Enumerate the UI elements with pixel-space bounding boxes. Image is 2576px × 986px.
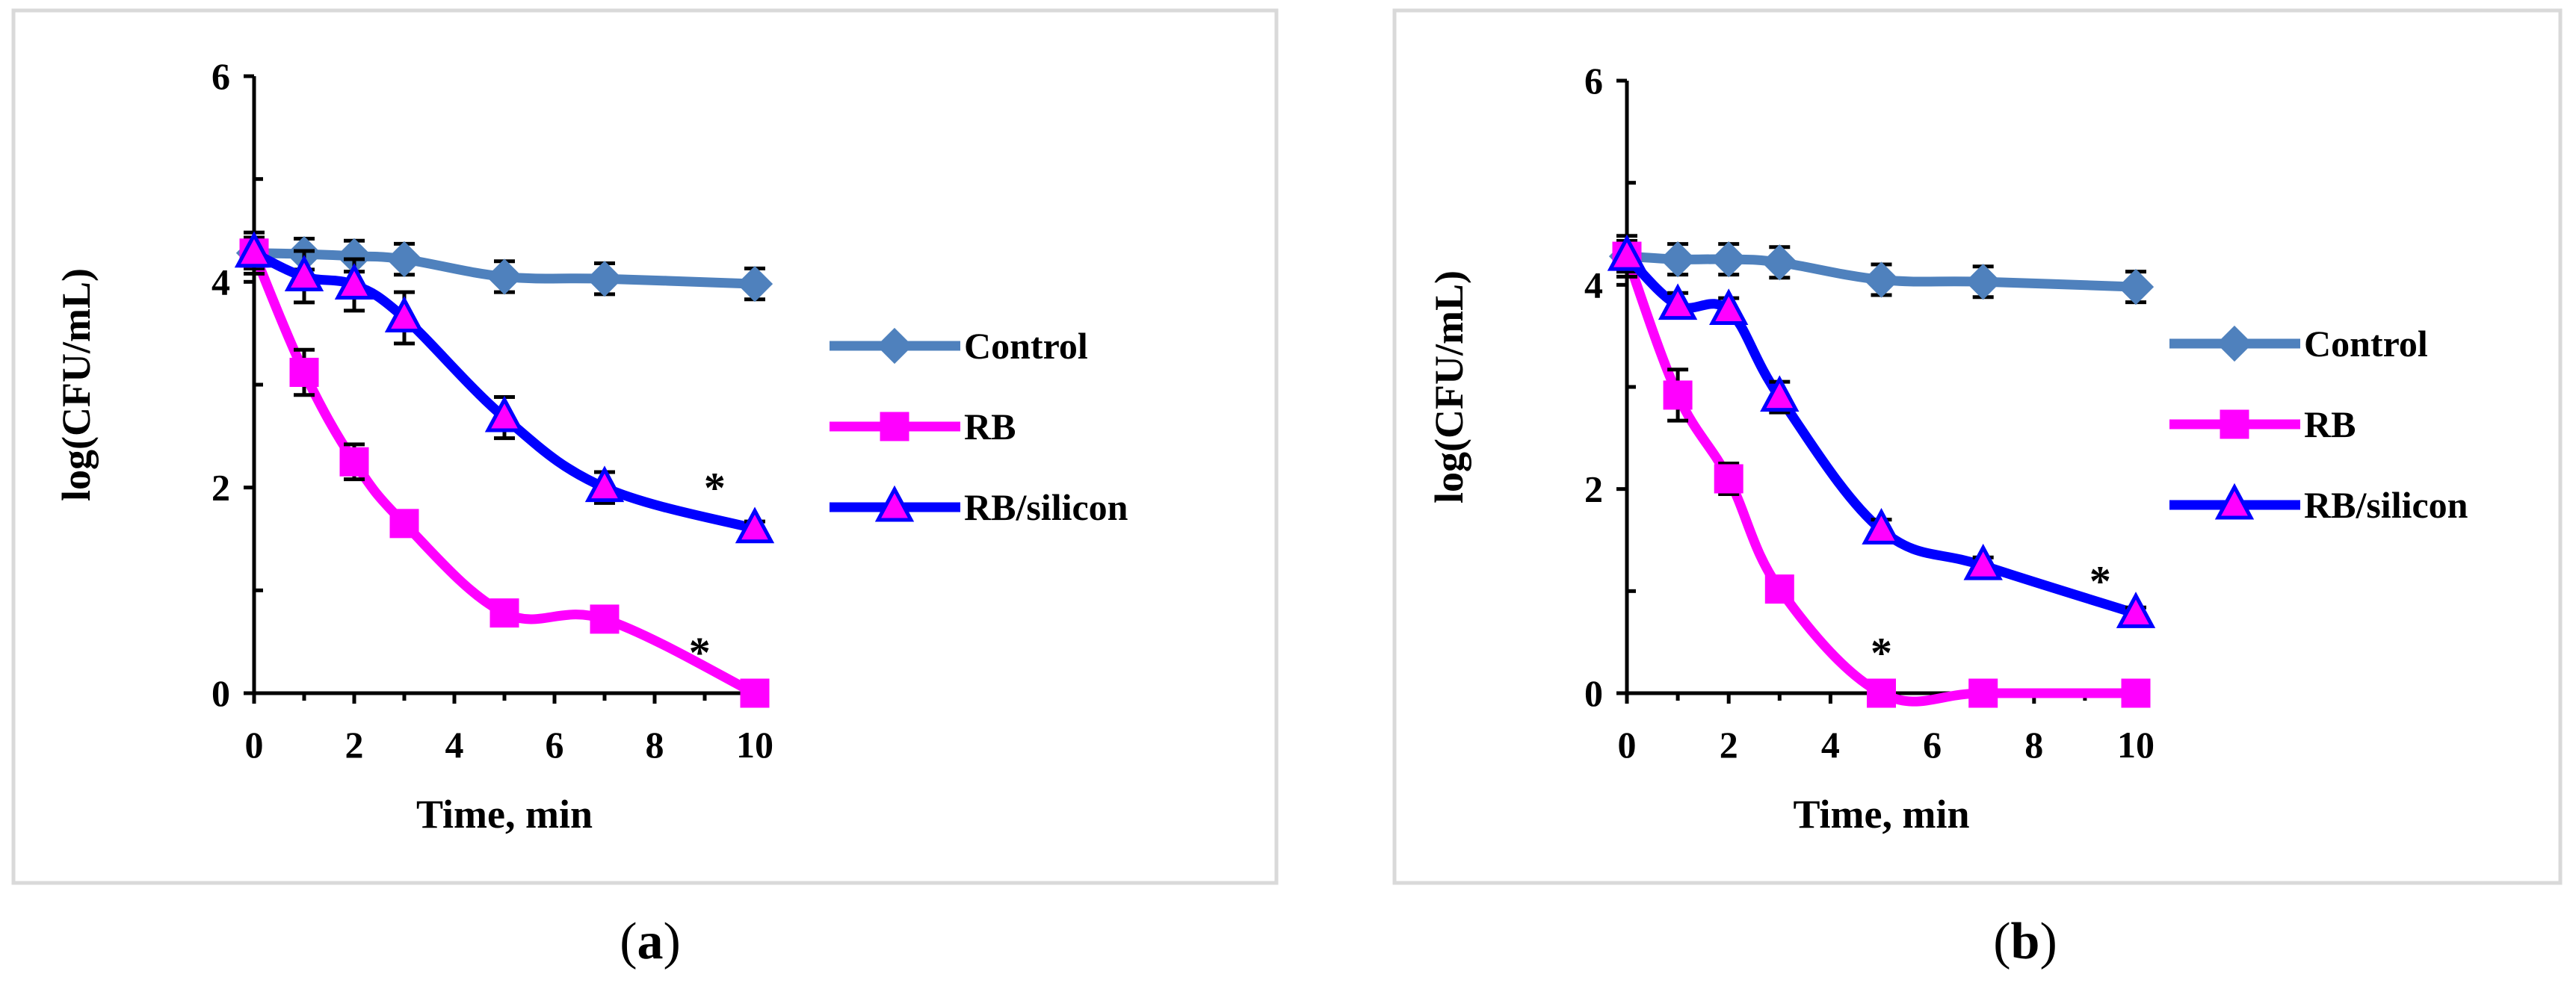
legend-label: RB [964,406,1016,447]
data-point [2121,678,2151,708]
data-point [1867,678,1896,708]
data-point [735,506,775,544]
data-point [1711,241,1747,278]
data-point [740,678,770,708]
legend-label: RB/silicon [964,486,1128,528]
panel-b-x-tick-label: 0 [1618,724,1637,766]
data-point [2117,268,2155,306]
panel-b-series-rb-silicon [1607,234,2156,628]
panel-a-x-tick-label: 8 [646,724,664,766]
legend-marker [880,412,909,441]
legend-label: Control [2304,323,2428,365]
data-point [584,465,625,503]
data-point [389,509,419,539]
panel-a-y-tick-label: 6 [211,55,230,97]
panel-a-x-tick-label: 10 [736,724,773,766]
data-point [334,263,374,300]
panel-a-x-tick-label: 4 [445,724,464,766]
data-point [736,265,773,303]
panel-b-x-tick-label: 4 [1821,724,1840,766]
panel-b-legend-rb: RB [2169,403,2356,445]
panel-a-y-tick-label: 0 [211,672,230,714]
panel-b-x-tick-label: 2 [1720,724,1738,766]
legend-marker [2216,325,2253,362]
significance-star: * [704,464,726,512]
legend-label: RB [2304,403,2356,445]
panel-a-series-rb-silicon [234,230,775,544]
data-point [590,604,620,634]
data-point [289,357,319,387]
data-point [284,255,324,291]
panel-b-y-axis-title: log(CFU/mL) [1427,270,1471,503]
panel-a-legend-rb-silicon: RB/silicon [830,485,1128,528]
panel-b-y-tick-label: 4 [1584,264,1603,306]
significance-star: * [689,628,711,677]
data-point [1965,264,2001,300]
data-point [1760,375,1800,412]
data-point [1863,261,1900,298]
legend-label: Control [964,325,1088,367]
panel-b-plot: 0 2 4 6 0 2 4 6 8 10 Time, min log(CFU/mL) Control RB… [1427,60,2468,837]
panel-a-plot: 0 2 4 6 0 2 4 6 8 10 Time, min log(CFU/mL) Control RB… [54,55,1128,837]
data-point [486,258,523,295]
data-point [1862,508,1901,545]
data-point [386,241,423,278]
panel-a-y-tick-label: 4 [211,261,230,303]
panel-b-frame [1392,8,2563,885]
data-point [1663,380,1693,410]
panel-b-series-control [1608,238,2155,306]
panel-b-y-tick-label: 6 [1584,60,1603,102]
panel-a-frame [11,8,1279,885]
panel-a-caption: (a) [620,913,681,970]
legend-marker [2214,483,2255,520]
panel-b-y-tick-label: 0 [1584,672,1603,714]
panel-b-x-tick-label: 10 [2117,724,2155,766]
panel-a-x-tick-label: 6 [546,724,564,766]
data-point [1761,244,1798,281]
data-point [384,296,424,333]
panel-a: 0 2 4 6 0 2 4 6 8 10 Time, min log(CFU/mL) Control RB… [11,8,1279,970]
panel-b-x-tick-label: 6 [1923,724,1942,766]
data-point [1659,241,1696,278]
legend-marker [874,485,915,522]
data-point [1968,678,1998,708]
panel-a-series-rb [239,235,770,708]
legend-marker [2220,409,2249,439]
data-point [339,447,369,477]
panel-a-x-axis-title: Time, min [416,792,593,837]
data-point [489,598,519,628]
panel-a-x-tick-label: 0 [245,724,264,766]
panel-b-legend-control: Control [2169,323,2428,365]
data-point [234,231,274,268]
legend-marker [876,327,913,365]
panel-b-y-tick-label: 2 [1584,468,1603,510]
panel-b: 0 2 4 6 0 2 4 6 8 10 Time, min log(CFU/mL) Control RB… [1392,8,2563,970]
panel-a-y-axis-title: log(CFU/mL) [54,268,99,501]
panel-a-legend-rb: RB [830,406,1016,447]
data-point [1963,543,2003,580]
significance-star: * [2089,557,2111,606]
data-point [1714,464,1743,494]
data-point [1658,283,1698,320]
data-point [586,261,623,297]
data-point [2116,592,2156,628]
panel-b-legend-rb-silicon: RB/silicon [2169,483,2468,526]
data-point [484,395,525,432]
panel-a-y-tick-label: 2 [211,467,230,509]
panel-a-legend-control: Control [830,325,1088,367]
panel-b-caption: (b) [1993,913,2057,970]
data-point [1709,288,1749,325]
panel-b-x-axis-title: Time, min [1793,792,1969,837]
panel-b-x-tick-label: 8 [2024,724,2043,766]
significance-star: * [1871,628,1892,677]
data-point [1764,574,1794,604]
legend-label: RB/silicon [2304,484,2468,526]
data-point [1607,234,1647,271]
panel-a-x-tick-label: 2 [345,724,364,766]
